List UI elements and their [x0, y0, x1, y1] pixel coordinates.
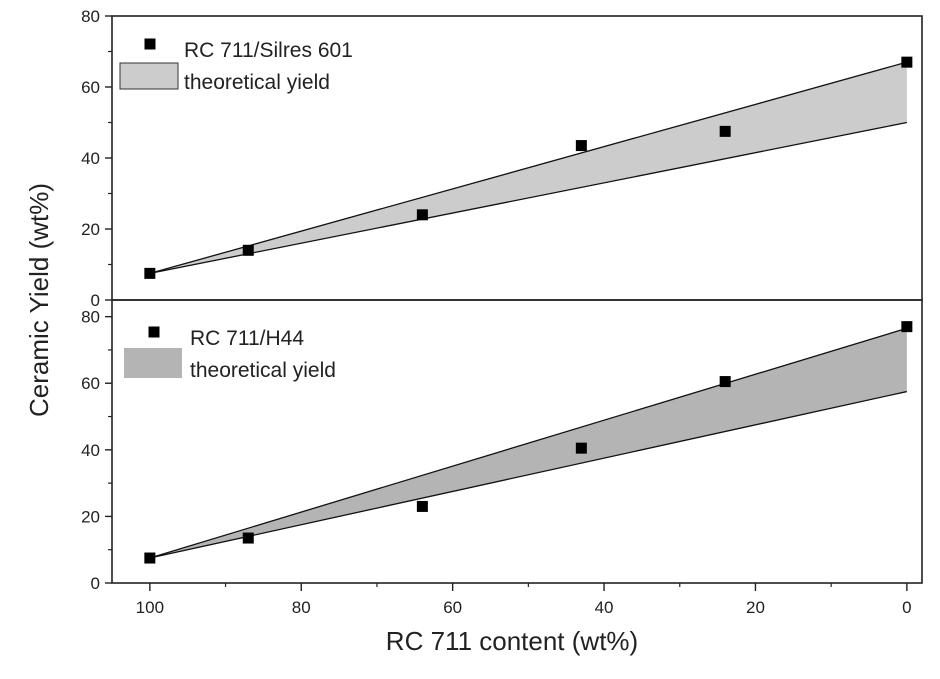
data-point [416, 209, 428, 221]
data-point [719, 376, 731, 388]
x-tick-label: 20 [746, 598, 765, 617]
legend-band-swatch [124, 348, 182, 378]
y-tick-label: 40 [81, 441, 100, 460]
band-upper-line [149, 327, 908, 559]
x-axis-title: RC 711 content (wt%) [386, 626, 638, 656]
y-axis-title: Ceramic Yield (wt%) [24, 183, 54, 417]
x-tick-label: 40 [595, 598, 614, 617]
y-tick-label: 0 [91, 574, 100, 593]
plot-frame [111, 299, 923, 584]
y-tick-label: 20 [81, 507, 100, 526]
y-tick-label: 60 [81, 78, 100, 97]
band-upper-line [149, 61, 908, 275]
legend-label: theoretical yield [190, 359, 336, 382]
legend-label: RC 711/H44 [190, 327, 304, 350]
x-tick-label: 100 [136, 598, 164, 617]
x-tick-label: 80 [292, 598, 311, 617]
data-point [416, 500, 428, 512]
legend-label: theoretical yield [184, 71, 330, 94]
y-tick-label: 40 [81, 149, 100, 168]
data-point [719, 125, 731, 137]
legend-marker [144, 38, 156, 50]
data-point [144, 267, 156, 279]
data-point [901, 56, 913, 68]
y-tick-label: 80 [81, 7, 100, 26]
y-tick-label: 80 [81, 308, 100, 327]
band-lower-line [149, 121, 907, 275]
x-tick-label: 60 [443, 598, 462, 617]
plot-layer: 0 20 40 60 80 RC 711/Silres 601 theoretical yi… [81, 7, 923, 617]
y-tick-label: 0 [91, 291, 100, 310]
y-tick-label: 20 [81, 220, 100, 239]
legend-label: RC 711/Silres 601 [184, 39, 353, 62]
data-point [575, 140, 587, 152]
legend-band-swatch [119, 62, 179, 90]
y-tick-label: 60 [81, 374, 100, 393]
data-point [242, 244, 254, 256]
data-point [575, 442, 587, 454]
data-point [144, 552, 156, 564]
data-point [901, 321, 913, 333]
data-point [242, 532, 254, 544]
band-lower-line [149, 390, 907, 559]
x-tick-label: 0 [902, 598, 911, 617]
legend-marker [148, 326, 160, 338]
